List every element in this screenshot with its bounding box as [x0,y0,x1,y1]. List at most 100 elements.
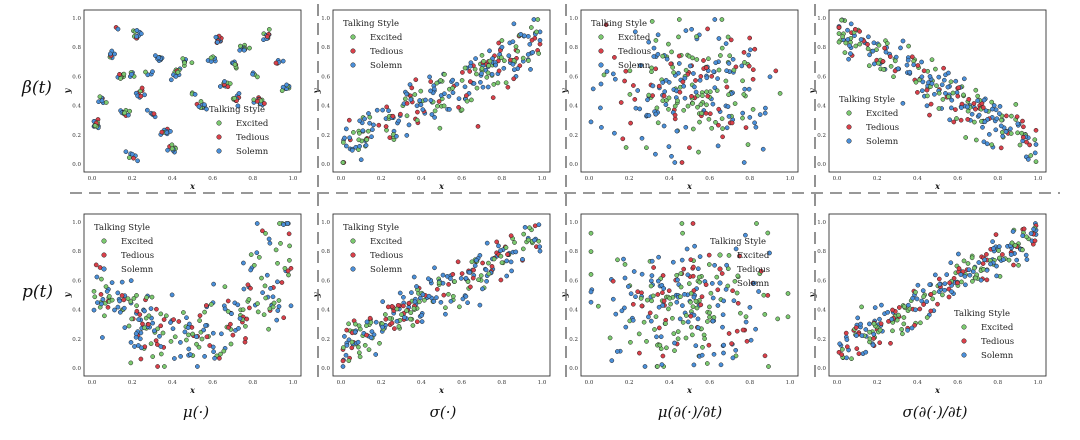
panel-2-3-point-226 [659,362,665,367]
panel-1-3-point-227 [711,69,716,74]
panel-1-2-ylabel: y [311,87,321,94]
panel-2-4-point-172 [871,331,877,337]
panel-1-3-point-98 [655,51,661,57]
panel-2-4-point-91 [896,305,902,310]
panel-2-3-point-257 [695,266,701,272]
panel-2-1-point-127 [197,313,203,318]
panel-1-3-point-83 [712,17,718,22]
panel-2-1-point-136 [115,304,121,310]
panel-2-2-point-215 [396,323,402,329]
panel-1-2-point-56 [398,111,403,117]
panel-2-2-point-181 [520,256,525,262]
panel-1-3-point-217 [676,34,681,40]
panel-2-4-legend-label-excited: Excited [981,323,1014,333]
panel-1-2-point-95 [357,118,363,124]
panel-2-2-point-7 [411,274,417,280]
panel-2-1-point-89 [225,309,231,314]
panel-2-2-point-254 [419,312,425,318]
panel-2-3-ytick-0: 0.0 [569,366,578,372]
panel-2-3-point-256 [639,271,645,277]
panel-1-1-point-25 [153,53,158,58]
panel-2-1-point-256 [137,312,143,317]
panel-2-3-point-241 [667,295,673,301]
panel-1-4-point-81 [848,21,854,27]
panel-1-2-point-122 [343,143,349,149]
panel-1-3-point-223 [656,83,662,89]
panel-2-3-point-11 [595,303,601,309]
panel-1-4-point-109 [932,91,937,97]
panel-2-4-point-246 [958,272,964,277]
panel-2-4-point-66 [886,319,891,324]
panel-2-3-point-223 [691,288,697,293]
panel-1-2-point-43 [473,56,478,61]
panel-2-2-legend-marker-solemn [350,266,356,272]
panel-2-3-point-193 [754,221,759,226]
panel-2-3-point-236 [678,294,683,300]
panel-2-2-point-243 [446,282,451,287]
panel-1-2-point-90 [528,67,533,72]
panel-2-3-point-186 [738,310,743,316]
panel-2-3-point-161 [699,294,705,300]
panel-1-3-point-85 [650,83,656,89]
panel-1-1-point-246 [122,110,128,116]
panel-1-2-point-102 [471,81,477,86]
panel-2-1-point-182 [263,295,269,301]
panel-1-4-point-258 [852,26,858,32]
panel-2-1-point-177 [151,328,157,334]
panel-2-2-point-199 [438,299,444,305]
panel-1-4-point-169 [951,119,957,125]
panel-2-3-point-200 [619,308,625,314]
panel-2-2-point-5 [340,345,346,350]
panel-2-3-point-12 [734,328,740,334]
panel-2-3-point-113 [626,284,631,289]
panel-1-4-point-133 [857,41,863,47]
panel-2-1-point-232 [150,320,156,326]
panel-2-4-point-76 [917,306,923,312]
panel-2-3-point-230 [691,362,697,368]
panel-1-4-point-15 [993,127,999,133]
panel-2-1-ytick-5: 1.0 [72,220,81,226]
panel-1-4-point-235 [871,40,877,46]
panel-1-4-point-73 [998,123,1004,129]
panel-2-1-point-97 [262,283,268,289]
panel-2-4-point-100 [859,304,864,310]
panel-1-2-point-145 [402,96,408,102]
panel-2-2-point-224 [498,248,503,253]
panel-1-2-point-71 [456,104,461,110]
panel-1-4-point-146 [871,61,877,67]
panel-2-1-point-3 [91,307,97,313]
panel-1-4-point-105 [998,145,1004,151]
panel-2-1-point-191 [128,299,134,304]
panel-2-2-point-198 [448,276,453,281]
panel-1-3-point-253 [698,102,704,107]
panel-1-2-point-160 [369,134,374,140]
panel-2-1-point-17 [230,332,236,338]
panel-2-1-point-99 [168,320,173,325]
panel-2-4-point-159 [942,281,948,287]
panel-1-2-point-14 [428,79,434,84]
panel-2-2-point-214 [412,299,418,305]
panel-1-4-point-238 [941,77,947,83]
panel-1-1-point-116 [235,103,241,109]
panel-2-4-point-225 [948,260,954,266]
panel-2-4-point-163 [949,289,954,295]
panel-1-4-point-227 [842,50,848,55]
panel-2-1-point-241 [109,297,115,303]
panel-1-2-point-166 [467,79,473,84]
panel-1-2-point-9 [427,74,432,80]
panel-2-4-point-153 [966,267,972,273]
panel-1-3-point-150 [682,75,688,81]
panel-1-3-xtick-0: 0.0 [585,176,594,182]
panel-1-4-point-106 [948,79,954,85]
panel-1-2-point-220 [506,53,512,59]
panel-1-2-point-213 [438,78,443,83]
panel-1-3-ytick-1: 0.2 [569,133,578,139]
panel-1-2-ytick-1: 0.2 [321,133,330,139]
panel-1-2-point-189 [499,55,504,60]
panel-1-3-point-145 [725,104,731,109]
panel-2-4-point-195 [927,282,933,287]
panel-1-4-point-236 [915,63,921,68]
panel-2-2-point-99 [452,279,457,284]
panel-1-1-xlabel: x [189,181,195,191]
panel-2-2-point-69 [459,271,465,276]
